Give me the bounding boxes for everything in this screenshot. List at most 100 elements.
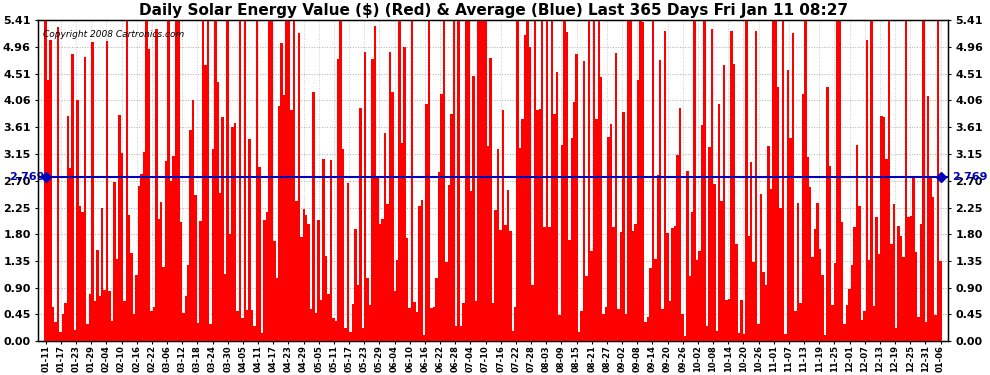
Bar [160, 202, 162, 341]
Bar [560, 145, 563, 341]
Bar [143, 152, 146, 341]
Bar [544, 227, 545, 341]
Bar [318, 220, 320, 341]
Bar [570, 138, 573, 341]
Bar [209, 324, 212, 341]
Bar [74, 330, 76, 341]
Bar [527, 20, 529, 341]
Text: 2.769: 2.769 [952, 172, 988, 182]
Bar [878, 254, 880, 341]
Bar [640, 20, 642, 341]
Bar [467, 20, 469, 341]
Bar [418, 207, 421, 341]
Bar [502, 110, 504, 341]
Bar [784, 334, 787, 341]
Bar [337, 59, 340, 341]
Bar [817, 203, 819, 341]
Bar [642, 22, 644, 341]
Bar [99, 297, 101, 341]
Bar [462, 303, 465, 341]
Bar [426, 104, 428, 341]
Bar [103, 290, 106, 341]
Bar [174, 20, 177, 341]
Bar [522, 118, 524, 341]
Bar [870, 20, 873, 341]
Bar [354, 229, 356, 341]
Bar [356, 285, 359, 341]
Bar [66, 116, 69, 341]
Bar [565, 32, 568, 341]
Bar [925, 322, 927, 341]
Bar [627, 20, 630, 341]
Bar [558, 315, 560, 341]
Bar [703, 20, 706, 341]
Bar [716, 331, 718, 341]
Bar [152, 308, 155, 341]
Bar [116, 259, 118, 341]
Bar [436, 278, 438, 341]
Bar [96, 251, 99, 341]
Bar [248, 139, 250, 341]
Bar [742, 334, 745, 341]
Bar [479, 20, 482, 341]
Bar [935, 315, 937, 341]
Bar [555, 72, 558, 341]
Bar [379, 224, 381, 341]
Bar [787, 70, 789, 341]
Bar [204, 65, 207, 341]
Bar [187, 266, 189, 341]
Bar [477, 20, 479, 341]
Bar [406, 238, 408, 341]
Bar [364, 52, 366, 341]
Bar [76, 100, 79, 341]
Bar [81, 212, 84, 341]
Bar [883, 117, 885, 341]
Bar [605, 307, 608, 341]
Bar [759, 194, 762, 341]
Bar [275, 278, 278, 341]
Bar [234, 123, 237, 341]
Bar [108, 291, 111, 341]
Bar [656, 175, 659, 341]
Bar [335, 321, 337, 341]
Bar [86, 324, 89, 341]
Bar [182, 313, 184, 341]
Bar [457, 20, 460, 341]
Bar [229, 234, 232, 341]
Bar [202, 20, 204, 341]
Bar [858, 206, 860, 341]
Bar [118, 115, 121, 341]
Bar [930, 176, 932, 341]
Bar [403, 47, 406, 341]
Bar [686, 171, 688, 341]
Bar [927, 96, 930, 341]
Bar [315, 313, 318, 341]
Bar [845, 305, 848, 341]
Bar [698, 251, 701, 341]
Bar [310, 309, 313, 341]
Bar [413, 302, 416, 341]
Bar [293, 20, 295, 341]
Title: Daily Solar Energy Value ($) (Red) & Average (Blue) Last 365 Days Fri Jan 11 08:: Daily Solar Energy Value ($) (Red) & Ave… [139, 3, 847, 18]
Bar [253, 326, 255, 341]
Bar [855, 145, 858, 341]
Bar [340, 20, 342, 341]
Bar [669, 301, 671, 341]
Bar [504, 225, 507, 341]
Bar [620, 232, 622, 341]
Bar [487, 146, 489, 341]
Bar [541, 20, 544, 341]
Bar [465, 20, 467, 341]
Bar [447, 185, 450, 341]
Bar [416, 312, 418, 341]
Bar [553, 114, 555, 341]
Bar [492, 303, 494, 341]
Bar [590, 251, 593, 341]
Bar [661, 309, 664, 341]
Bar [349, 332, 351, 341]
Bar [255, 20, 258, 341]
Text: 2.769: 2.769 [9, 172, 45, 182]
Bar [794, 310, 797, 341]
Bar [273, 241, 275, 341]
Bar [512, 331, 514, 341]
